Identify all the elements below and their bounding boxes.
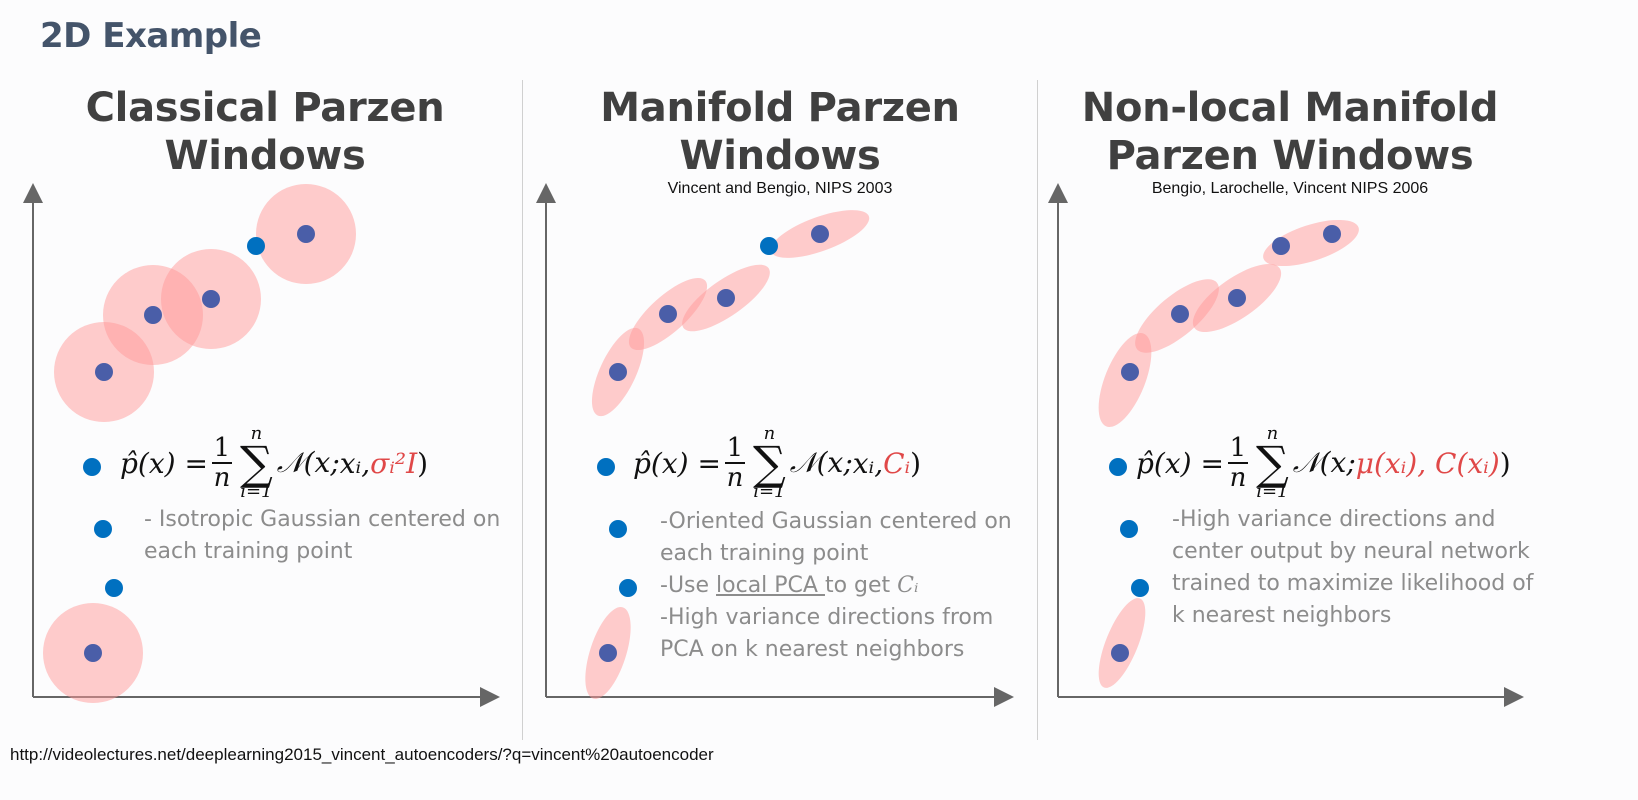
test-point	[247, 237, 265, 255]
training-point	[1228, 289, 1246, 307]
nonlocal-window	[1098, 333, 1152, 427]
test-point	[83, 458, 101, 476]
training-point	[599, 644, 617, 662]
training-point	[1111, 644, 1129, 662]
training-point	[609, 363, 627, 381]
nonlocal-window	[1098, 598, 1146, 688]
test-point	[1131, 579, 1149, 597]
training-point	[659, 305, 677, 323]
training-point	[811, 225, 829, 243]
citation-manifold: Vincent and Bengio, NIPS 2003	[667, 180, 893, 197]
panel-title-nonlocal: Non-local Manifold Parzen Windows	[1081, 85, 1499, 179]
training-point	[84, 644, 102, 662]
panel-title-manifold: Manifold Parzen Windows	[600, 85, 960, 179]
source-url[interactable]: http://videolectures.net/deeplearning201…	[10, 745, 714, 764]
training-point	[717, 289, 735, 307]
description-nonlocal: -High variance directions and center out…	[1172, 507, 1534, 628]
training-point	[297, 225, 315, 243]
description-manifold: -Oriented Gaussian centered on each trai…	[660, 509, 1012, 662]
training-point	[95, 363, 113, 381]
training-point	[202, 290, 220, 308]
panel-title-classical: Classical Parzen Windows	[85, 85, 445, 179]
slide-title: 2D Example	[40, 16, 262, 56]
test-point	[1109, 458, 1127, 476]
training-point	[1121, 363, 1139, 381]
test-point	[760, 237, 778, 255]
panel-divider	[522, 80, 523, 740]
test-point	[105, 579, 123, 597]
citation-nonlocal: Bengio, Larochelle, Vincent NIPS 2006	[1151, 180, 1429, 197]
training-point	[1323, 225, 1341, 243]
description-classical: - Isotropic Gaussian centered on each tr…	[144, 507, 501, 564]
training-point	[144, 306, 162, 324]
panel-divider	[1037, 80, 1038, 740]
test-point	[94, 520, 112, 538]
test-point	[609, 520, 627, 538]
test-point	[597, 458, 615, 476]
test-point	[1120, 520, 1138, 538]
training-point	[1272, 237, 1290, 255]
training-point	[1171, 305, 1189, 323]
test-point	[619, 579, 637, 597]
